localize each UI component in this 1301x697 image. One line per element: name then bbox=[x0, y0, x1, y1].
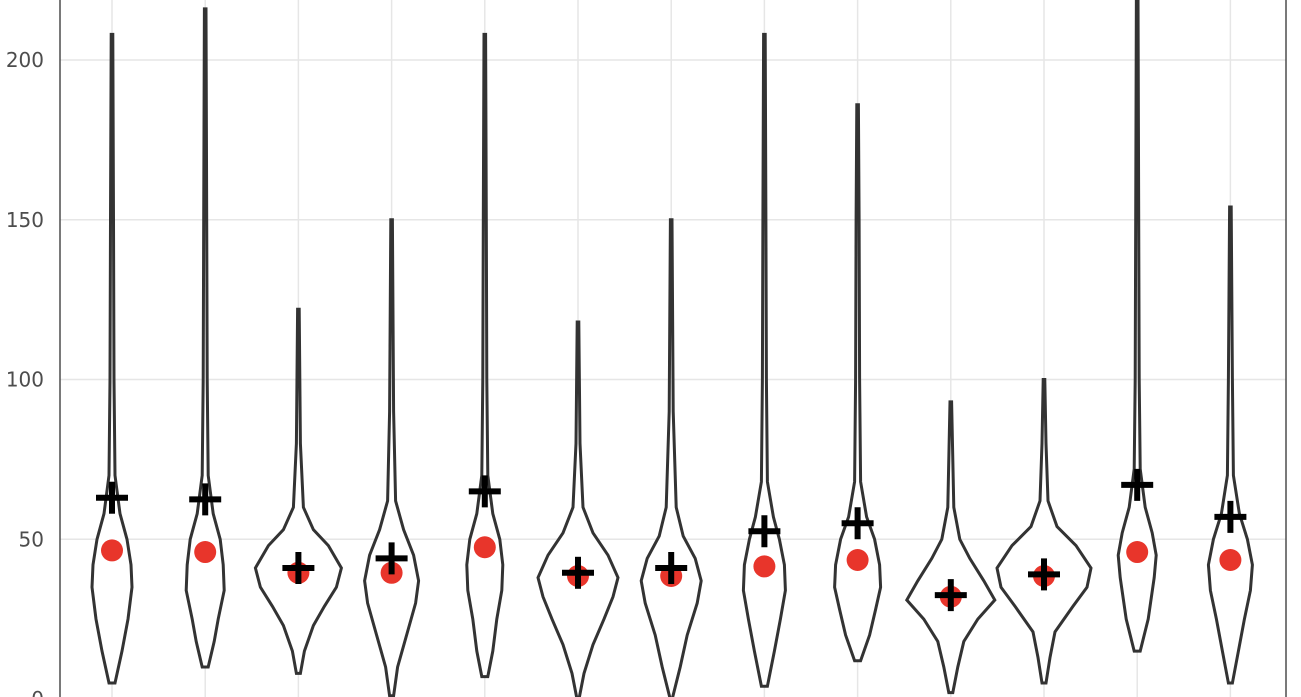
violin-11 bbox=[995, 378, 1093, 685]
mean-marker-7 bbox=[655, 552, 688, 585]
median-marker-5 bbox=[473, 536, 496, 559]
violin-1 bbox=[90, 32, 134, 685]
median-marker-2 bbox=[194, 541, 217, 564]
median-marker-9 bbox=[846, 549, 869, 572]
violin-6 bbox=[536, 320, 620, 697]
mean-marker-2 bbox=[189, 483, 222, 516]
mean-marker-10 bbox=[934, 579, 967, 612]
mean-marker-9 bbox=[841, 507, 874, 540]
y-tick-label-200: 200 bbox=[6, 48, 44, 72]
violins bbox=[90, 0, 1254, 697]
mean-marker-12 bbox=[1121, 468, 1154, 501]
y-tick-label-100: 100 bbox=[6, 368, 44, 392]
violin-2 bbox=[184, 7, 226, 669]
violin-3 bbox=[253, 307, 344, 675]
median-marker-13 bbox=[1219, 549, 1242, 572]
violin-4 bbox=[363, 218, 421, 697]
mean-marker-5 bbox=[468, 475, 501, 508]
mean-marker-4 bbox=[375, 542, 408, 575]
mean-marker-13 bbox=[1214, 500, 1247, 533]
mean-marker-11 bbox=[1028, 558, 1060, 591]
median-marker-1 bbox=[101, 539, 123, 562]
mean-marker-8 bbox=[748, 515, 781, 548]
median-marker-8 bbox=[753, 555, 776, 578]
y-tick-label-50: 50 bbox=[19, 527, 44, 551]
violin-13 bbox=[1206, 205, 1254, 685]
median-marker-12 bbox=[1126, 541, 1149, 564]
mean-marker-3 bbox=[282, 552, 315, 585]
y-tick-label-150: 150 bbox=[6, 208, 44, 232]
violin-5 bbox=[465, 32, 505, 679]
plot-frame bbox=[59, 0, 1287, 697]
violin-12 bbox=[1116, 0, 1158, 653]
violin-8 bbox=[741, 32, 787, 688]
mean-marker-6 bbox=[562, 556, 594, 589]
mean-marker-1 bbox=[96, 481, 128, 514]
y-tick-label-0: 0 bbox=[31, 687, 44, 697]
y-axis-tick-labels: 0 50 100 150 200 bbox=[6, 48, 44, 697]
violin-10 bbox=[904, 400, 997, 695]
violin-7 bbox=[639, 218, 703, 697]
violin-9 bbox=[833, 103, 883, 663]
